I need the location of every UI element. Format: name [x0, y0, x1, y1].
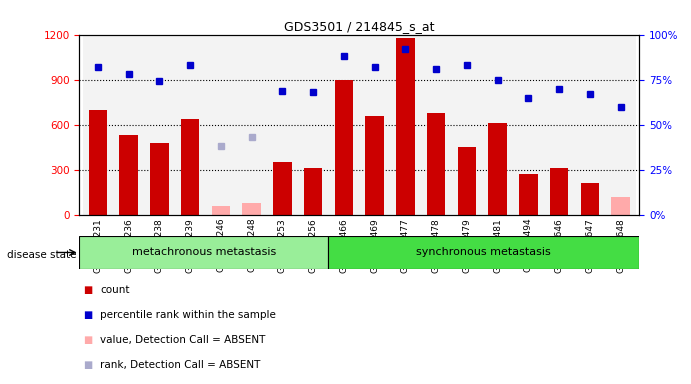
Bar	[267, 35, 298, 215]
Text: value, Detection Call = ABSENT: value, Detection Call = ABSENT	[100, 335, 265, 345]
Bar	[113, 35, 144, 215]
Bar	[513, 35, 544, 215]
Bar	[612, 197, 630, 215]
Text: ■: ■	[83, 335, 92, 345]
Bar	[150, 143, 169, 215]
Bar	[120, 135, 138, 215]
Bar	[88, 110, 107, 215]
Bar	[328, 35, 359, 215]
Bar	[304, 169, 323, 215]
Text: ■: ■	[83, 360, 92, 370]
Bar	[205, 35, 236, 215]
Bar	[82, 35, 113, 215]
Text: metachronous metastasis: metachronous metastasis	[132, 247, 276, 258]
Text: rank, Detection Call = ABSENT: rank, Detection Call = ABSENT	[100, 360, 261, 370]
Bar	[328, 236, 639, 269]
Bar	[181, 119, 200, 215]
Bar	[575, 35, 605, 215]
Bar	[273, 162, 292, 215]
Bar	[427, 113, 446, 215]
Bar	[550, 169, 569, 215]
Bar	[243, 203, 261, 215]
Bar	[79, 236, 328, 269]
Text: disease state: disease state	[7, 250, 77, 260]
Bar	[211, 206, 230, 215]
Bar	[544, 35, 575, 215]
Bar	[175, 35, 205, 215]
Bar	[452, 35, 482, 215]
Text: ■: ■	[83, 310, 92, 320]
Text: percentile rank within the sample: percentile rank within the sample	[100, 310, 276, 320]
Text: synchronous metastasis: synchronous metastasis	[416, 247, 551, 258]
Bar	[298, 35, 328, 215]
Bar	[144, 35, 175, 215]
Bar	[457, 147, 476, 215]
Bar	[334, 80, 353, 215]
Bar	[489, 122, 507, 215]
Bar	[482, 35, 513, 215]
Text: ■: ■	[83, 285, 92, 295]
Bar	[390, 35, 421, 215]
Bar	[421, 35, 452, 215]
Bar	[236, 35, 267, 215]
Bar	[580, 184, 599, 215]
Bar	[359, 35, 390, 215]
Bar	[605, 35, 636, 215]
Title: GDS3501 / 214845_s_at: GDS3501 / 214845_s_at	[284, 20, 435, 33]
Text: count: count	[100, 285, 130, 295]
Bar	[366, 116, 384, 215]
Bar	[519, 174, 538, 215]
Bar	[396, 38, 415, 215]
